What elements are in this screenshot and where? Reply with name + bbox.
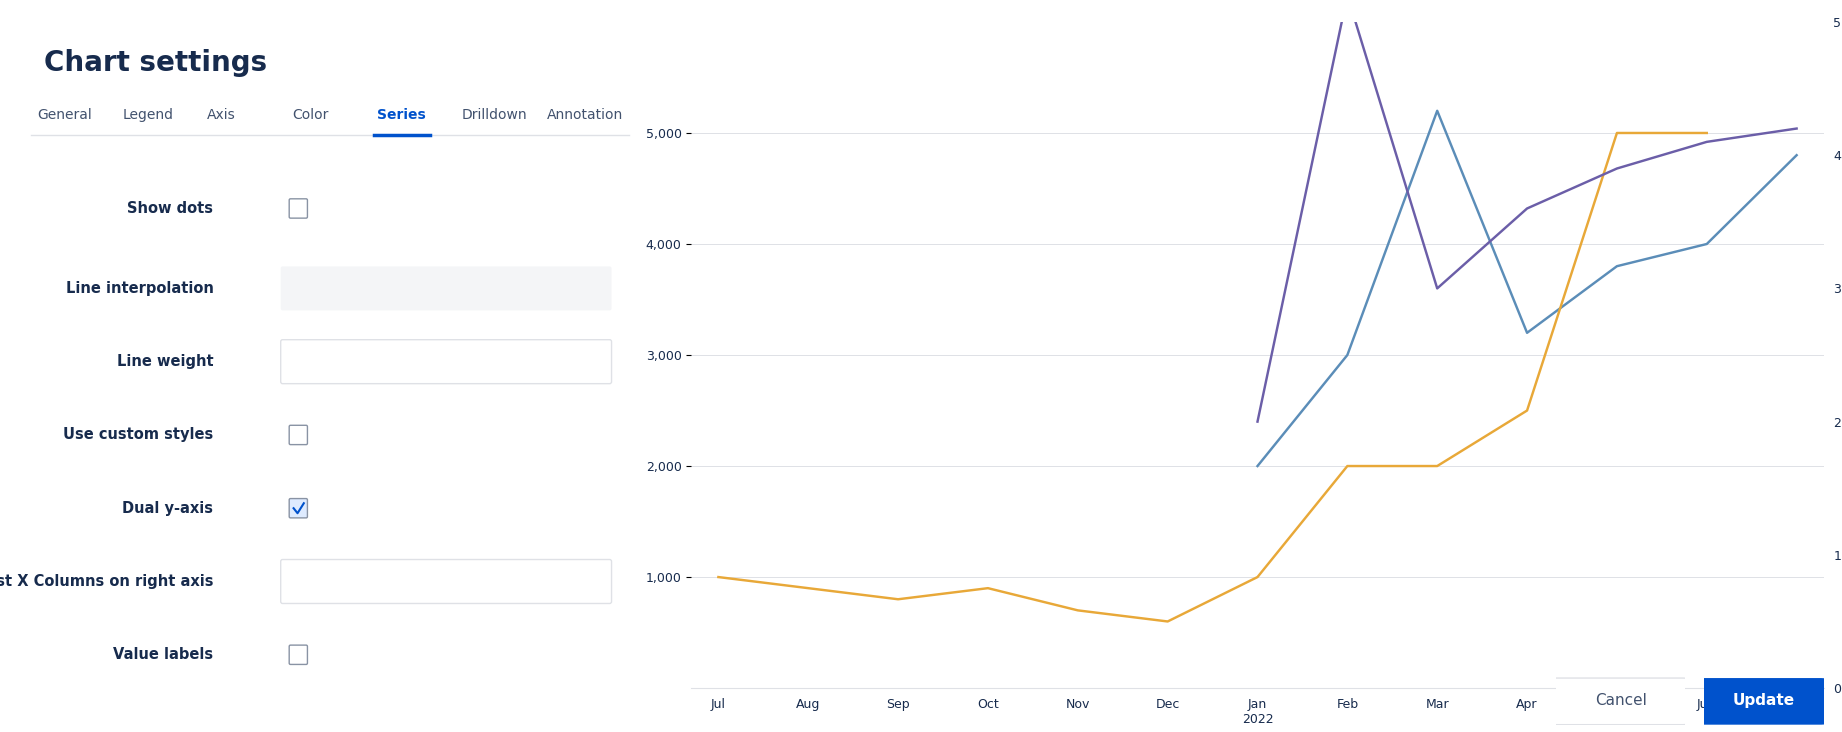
Text: Line weight: Line weight	[116, 354, 214, 369]
Assigned users	[1067, 606, 1089, 615]
FancyBboxPatch shape	[280, 559, 612, 603]
Text: Last X Columns on right axis: Last X Columns on right axis	[0, 574, 214, 589]
Assigned users	[976, 584, 998, 593]
FancyBboxPatch shape	[280, 266, 612, 310]
Text: Dual y-axis: Dual y-axis	[122, 501, 214, 516]
Text: 2: 2	[295, 575, 304, 589]
Assigned users	[707, 572, 729, 581]
Text: Chart settings: Chart settings	[44, 48, 267, 77]
Text: Line interpolation: Line interpolation	[66, 281, 214, 296]
Issues created	[1606, 262, 1628, 271]
Avg. satisfaction rating	[1785, 124, 1807, 133]
Line: Avg. satisfaction rating: Avg. satisfaction rating	[1258, 0, 1796, 422]
FancyBboxPatch shape	[1698, 678, 1827, 725]
Text: Cancel: Cancel	[1595, 693, 1647, 709]
Text: No interpolation (linear): No interpolation (linear)	[295, 281, 462, 296]
Issues created	[1785, 151, 1807, 160]
Text: Drilldown: Drilldown	[462, 108, 527, 122]
Text: Axis: Axis	[206, 108, 236, 122]
Text: General: General	[37, 108, 92, 122]
Issues created	[1426, 106, 1448, 115]
Line: Assigned users: Assigned users	[718, 133, 1708, 621]
Issues created	[1335, 351, 1358, 359]
Assigned users	[1426, 462, 1448, 471]
Assigned users	[1516, 406, 1538, 415]
Assigned users	[1157, 617, 1179, 626]
FancyBboxPatch shape	[280, 340, 612, 384]
Avg. satisfaction rating	[1247, 417, 1269, 426]
Avg. satisfaction rating	[1516, 204, 1538, 213]
Assigned users	[1606, 129, 1628, 138]
Assigned users	[1696, 129, 1719, 138]
Assigned users	[1335, 462, 1358, 471]
Avg. satisfaction rating	[1606, 164, 1628, 173]
Issues created	[1696, 239, 1719, 248]
Text: Update: Update	[1733, 693, 1794, 709]
Avg. satisfaction rating	[1426, 284, 1448, 293]
Text: Value labels: Value labels	[112, 647, 214, 662]
FancyBboxPatch shape	[289, 645, 308, 665]
Assigned users	[888, 595, 910, 604]
FancyBboxPatch shape	[289, 425, 308, 444]
Text: ∨: ∨	[593, 282, 602, 295]
FancyBboxPatch shape	[1549, 678, 1689, 725]
Text: Series: Series	[378, 108, 426, 122]
Line: Issues created: Issues created	[1258, 111, 1796, 466]
Text: 1.75: 1.75	[295, 355, 326, 369]
Issues created	[1516, 329, 1538, 337]
Text: Show dots: Show dots	[127, 201, 214, 216]
Avg. satisfaction rating	[1696, 138, 1719, 146]
Text: Use custom styles: Use custom styles	[63, 427, 214, 442]
Assigned users	[798, 584, 820, 593]
FancyBboxPatch shape	[289, 498, 308, 518]
FancyBboxPatch shape	[289, 199, 308, 218]
Text: Annotation: Annotation	[547, 108, 623, 122]
Text: Legend: Legend	[122, 108, 173, 122]
Assigned users	[1247, 572, 1269, 581]
Text: Color: Color	[293, 108, 328, 122]
Issues created	[1247, 462, 1269, 471]
